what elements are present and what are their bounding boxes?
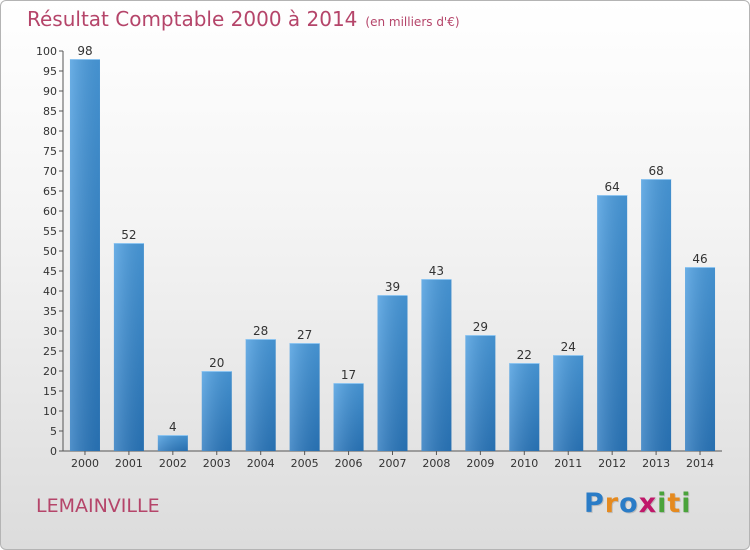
y-tick-label: 90 — [43, 85, 57, 98]
y-tick-label: 15 — [43, 385, 57, 398]
logo-letter: o — [619, 488, 639, 519]
bar-shade — [289, 343, 320, 451]
bar-value-label: 17 — [341, 368, 356, 382]
x-tick-label: 2012 — [598, 457, 626, 470]
y-tick-label: 30 — [43, 325, 57, 338]
x-tick-label: 2005 — [291, 457, 319, 470]
bar-shade — [597, 195, 628, 451]
y-tick-label: 60 — [43, 205, 57, 218]
proxiti-logo: Proxiti — [584, 488, 692, 519]
bar-shade — [245, 339, 276, 451]
title-text: Résultat Comptable 2000 à 2014 — [27, 7, 358, 31]
x-tick-label: 2007 — [379, 457, 407, 470]
x-tick-label: 2009 — [466, 457, 494, 470]
x-tick-label: 2010 — [510, 457, 538, 470]
unit-label: (en milliers d'€) — [365, 15, 460, 29]
y-tick-label: 5 — [50, 425, 57, 438]
bar-value-label: 29 — [473, 320, 488, 334]
y-tick-label: 100 — [36, 45, 57, 58]
x-tick-label: 2006 — [335, 457, 363, 470]
logo-letter: t — [667, 488, 682, 519]
y-tick-label: 95 — [43, 65, 57, 78]
y-tick-label: 80 — [43, 125, 57, 138]
bar-shade — [421, 279, 452, 451]
x-tick-label: 2014 — [686, 457, 714, 470]
y-tick-label: 55 — [43, 225, 57, 238]
y-tick-label: 65 — [43, 185, 57, 198]
bar-value-label: 39 — [385, 280, 400, 294]
y-tick-label: 45 — [43, 265, 57, 278]
x-tick-label: 2001 — [115, 457, 143, 470]
x-tick-label: 2013 — [642, 457, 670, 470]
bars-group — [69, 59, 716, 451]
bar-value-label: 52 — [121, 228, 136, 242]
bar-value-label: 22 — [517, 348, 532, 362]
bar-labels-group: 98 52 4 20 28 27 17 39 43 29 22 24 64 68 46 — [77, 44, 707, 434]
y-tick-label: 25 — [43, 345, 57, 358]
bar-shade — [465, 335, 496, 451]
x-tick-label: 2003 — [203, 457, 231, 470]
logo-letter: i — [657, 488, 668, 519]
x-tick-label: 2000 — [71, 457, 99, 470]
y-tick-label: 20 — [43, 365, 57, 378]
y-tick-label: 70 — [43, 165, 57, 178]
bar-shade — [201, 371, 232, 451]
y-tick-label: 35 — [43, 305, 57, 318]
bar-value-label: 24 — [561, 340, 576, 354]
x-tick-label: 2002 — [159, 457, 187, 470]
bar-value-label: 27 — [297, 328, 312, 342]
logo-letter: x — [638, 488, 658, 519]
bar-value-label: 64 — [605, 180, 620, 194]
y-tick-label: 50 — [43, 245, 57, 258]
bar-value-label: 28 — [253, 324, 268, 338]
bar-value-label: 98 — [77, 44, 92, 58]
y-tick-label: 75 — [43, 145, 57, 158]
logo-letter: P — [584, 488, 605, 519]
bar-shade — [69, 59, 100, 451]
bar-value-label: 20 — [209, 356, 224, 370]
bar-value-label: 43 — [429, 264, 444, 278]
x-tick-label: 2011 — [554, 457, 582, 470]
bar-shade — [553, 355, 584, 451]
bar-shade — [113, 243, 144, 451]
commune-name: LEMAINVILLE — [36, 495, 160, 517]
bar-shade — [685, 267, 716, 451]
y-tick-label: 40 — [43, 285, 57, 298]
bar-value-label: 4 — [169, 420, 177, 434]
logo-letter: i — [681, 488, 692, 519]
x-axis: 2000 2001 2002 2003 2004 2005 2006 2007 2008 2009… — [63, 450, 722, 470]
bar-value-label: 46 — [692, 252, 707, 266]
x-tick-label: 2008 — [422, 457, 450, 470]
bar-shade — [641, 179, 672, 451]
bar-value-label: 68 — [648, 164, 663, 178]
logo-letter: r — [604, 488, 620, 519]
x-tick-label: 2004 — [247, 457, 275, 470]
y-tick-label: 10 — [43, 405, 57, 418]
bar-shade — [509, 363, 540, 451]
y-axis: 0 5 10 15 20 25 30 35 40 45 50 55 60 65 70 75 80 85 90 95 10… — [36, 45, 64, 458]
chart-title: Résultat Comptable 2000 à 2014 (en millie… — [27, 7, 460, 31]
y-tick-label: 0 — [50, 445, 57, 458]
bar-shade — [157, 435, 188, 451]
y-tick-label: 85 — [43, 105, 57, 118]
bar-shade — [377, 295, 408, 451]
bar-shade — [333, 383, 364, 451]
